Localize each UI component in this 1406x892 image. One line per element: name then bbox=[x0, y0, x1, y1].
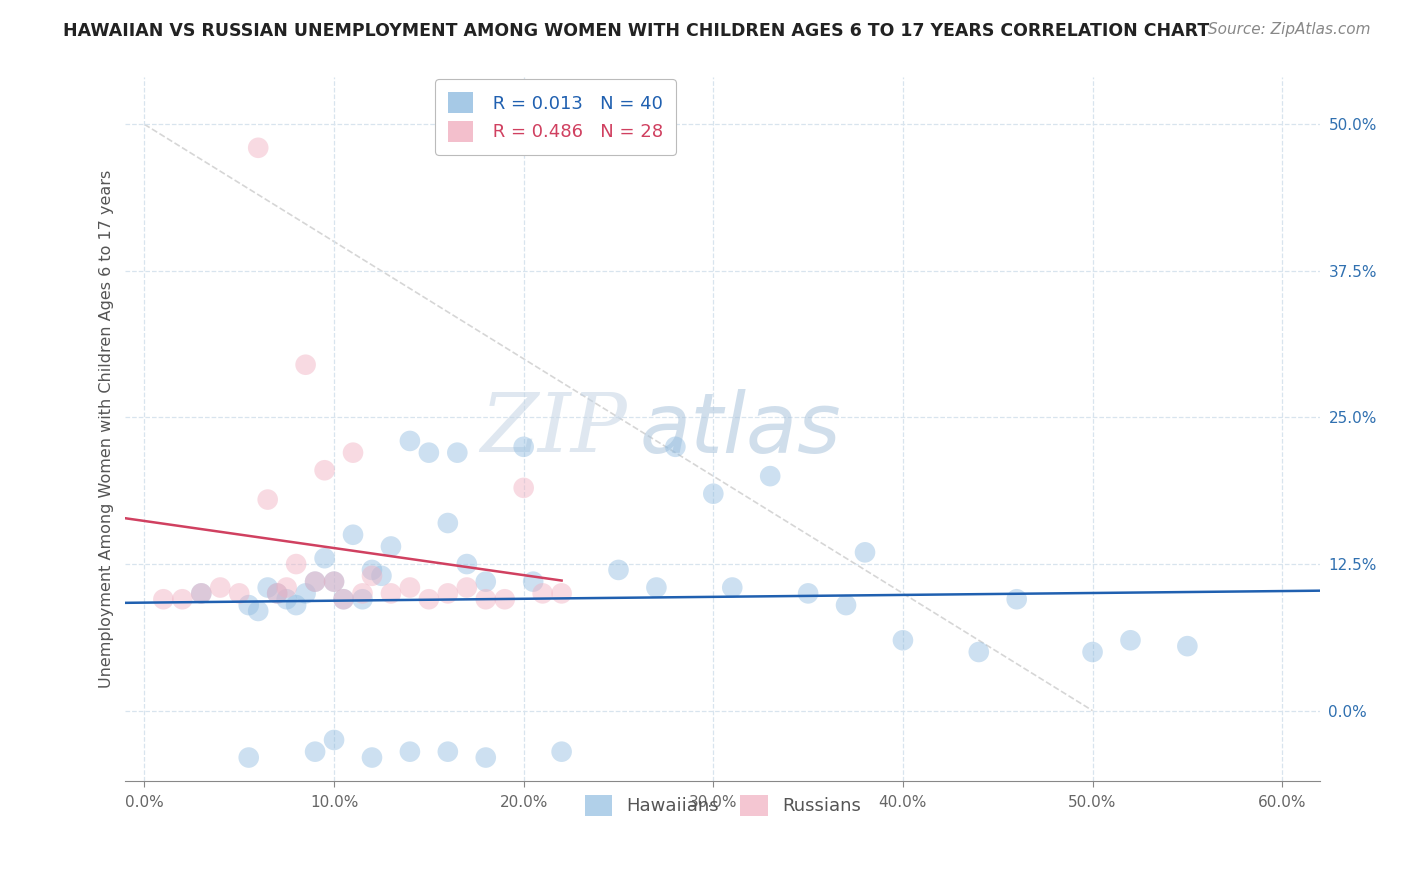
Point bbox=[304, 574, 326, 589]
Point bbox=[531, 586, 554, 600]
Point bbox=[853, 545, 876, 559]
Point bbox=[512, 481, 534, 495]
Point bbox=[323, 574, 346, 589]
Point bbox=[456, 581, 478, 595]
Point bbox=[304, 574, 326, 589]
Point bbox=[314, 463, 336, 477]
Point bbox=[266, 586, 288, 600]
Point bbox=[172, 592, 194, 607]
Point bbox=[891, 633, 914, 648]
Text: ZIP: ZIP bbox=[481, 389, 627, 469]
Point bbox=[702, 486, 724, 500]
Point bbox=[190, 586, 212, 600]
Point bbox=[276, 592, 298, 607]
Point bbox=[238, 598, 260, 612]
Point bbox=[607, 563, 630, 577]
Point bbox=[361, 750, 384, 764]
Point bbox=[437, 516, 460, 530]
Point bbox=[1081, 645, 1104, 659]
Point bbox=[228, 586, 250, 600]
Point bbox=[494, 592, 516, 607]
Legend: Hawaiians, Russians: Hawaiians, Russians bbox=[575, 786, 870, 825]
Point bbox=[474, 750, 496, 764]
Point bbox=[437, 586, 460, 600]
Point bbox=[209, 581, 232, 595]
Point bbox=[256, 581, 278, 595]
Point bbox=[550, 745, 572, 759]
Point bbox=[418, 445, 440, 459]
Point bbox=[664, 440, 686, 454]
Point bbox=[418, 592, 440, 607]
Y-axis label: Unemployment Among Women with Children Ages 6 to 17 years: Unemployment Among Women with Children A… bbox=[100, 170, 114, 689]
Point bbox=[370, 569, 392, 583]
Point bbox=[332, 592, 354, 607]
Point bbox=[446, 445, 468, 459]
Point bbox=[352, 592, 374, 607]
Point bbox=[238, 750, 260, 764]
Point bbox=[399, 745, 422, 759]
Point bbox=[1177, 639, 1199, 653]
Point bbox=[437, 745, 460, 759]
Point bbox=[256, 492, 278, 507]
Point bbox=[522, 574, 544, 589]
Point bbox=[294, 358, 316, 372]
Point bbox=[332, 592, 354, 607]
Point bbox=[380, 586, 402, 600]
Point bbox=[276, 581, 298, 595]
Point bbox=[285, 557, 308, 571]
Point bbox=[294, 586, 316, 600]
Point bbox=[456, 557, 478, 571]
Point bbox=[721, 581, 744, 595]
Point bbox=[285, 598, 308, 612]
Point bbox=[399, 581, 422, 595]
Point bbox=[474, 574, 496, 589]
Point bbox=[380, 540, 402, 554]
Text: HAWAIIAN VS RUSSIAN UNEMPLOYMENT AMONG WOMEN WITH CHILDREN AGES 6 TO 17 YEARS CO: HAWAIIAN VS RUSSIAN UNEMPLOYMENT AMONG W… bbox=[63, 22, 1209, 40]
Point bbox=[512, 440, 534, 454]
Point bbox=[1005, 592, 1028, 607]
Point bbox=[361, 563, 384, 577]
Point bbox=[190, 586, 212, 600]
Point bbox=[835, 598, 858, 612]
Point bbox=[342, 527, 364, 541]
Point bbox=[247, 604, 270, 618]
Point bbox=[304, 745, 326, 759]
Point bbox=[247, 141, 270, 155]
Point bbox=[759, 469, 782, 483]
Point bbox=[474, 592, 496, 607]
Point bbox=[645, 581, 668, 595]
Point bbox=[361, 569, 384, 583]
Text: Source: ZipAtlas.com: Source: ZipAtlas.com bbox=[1208, 22, 1371, 37]
Point bbox=[967, 645, 990, 659]
Text: atlas: atlas bbox=[640, 389, 841, 470]
Point bbox=[550, 586, 572, 600]
Point bbox=[352, 586, 374, 600]
Point bbox=[797, 586, 820, 600]
Point bbox=[152, 592, 174, 607]
Point bbox=[399, 434, 422, 448]
Point bbox=[323, 574, 346, 589]
Point bbox=[342, 445, 364, 459]
Point bbox=[1119, 633, 1142, 648]
Point bbox=[314, 551, 336, 566]
Point bbox=[266, 586, 288, 600]
Point bbox=[323, 733, 346, 747]
